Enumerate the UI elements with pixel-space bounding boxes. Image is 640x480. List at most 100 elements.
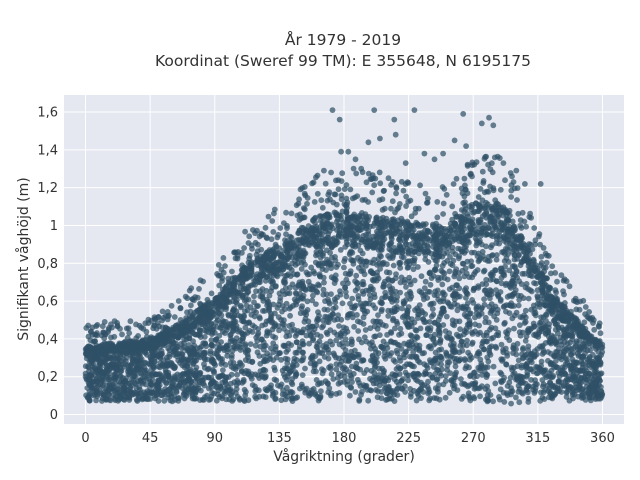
data-point (489, 252, 496, 258)
data-point (230, 323, 237, 330)
data-point (352, 287, 359, 294)
data-point (333, 354, 339, 361)
data-point (484, 364, 491, 370)
data-point (97, 359, 104, 366)
data-point (464, 258, 471, 265)
data-point (300, 326, 307, 333)
data-point (390, 388, 396, 394)
data-point (171, 365, 178, 371)
data-point (358, 358, 365, 364)
data-point (459, 248, 466, 255)
data-point (90, 392, 97, 399)
data-point (163, 380, 170, 387)
data-point (302, 365, 308, 372)
data-point (199, 321, 206, 328)
data-point (542, 340, 549, 346)
data-point (483, 276, 490, 283)
data-point (243, 292, 249, 298)
data-point (272, 310, 278, 317)
data-point (501, 303, 508, 309)
data-point (233, 386, 240, 392)
data-point (229, 337, 236, 344)
data-point (397, 279, 404, 286)
data-point (425, 390, 432, 397)
data-point (402, 369, 409, 376)
data-point (264, 350, 271, 357)
data-point (335, 312, 341, 319)
data-point (185, 375, 192, 382)
data-point (493, 256, 500, 263)
data-point (532, 264, 539, 271)
data-point (345, 312, 352, 318)
data-point (510, 224, 517, 230)
data-point (328, 291, 334, 297)
data-point (375, 388, 381, 394)
data-point (504, 352, 511, 359)
data-point (493, 345, 500, 351)
data-point (346, 216, 353, 223)
data-point (127, 384, 133, 391)
data-point (437, 338, 444, 344)
data-point (425, 288, 431, 295)
data-point (396, 261, 403, 267)
data-point (360, 314, 367, 321)
data-point (131, 367, 138, 373)
data-point (588, 364, 595, 371)
data-point (277, 294, 284, 301)
data-point (89, 386, 95, 392)
data-point (471, 374, 477, 380)
data-point (384, 345, 391, 351)
data-point (539, 394, 546, 401)
data-point (441, 275, 448, 281)
data-point (520, 346, 526, 353)
data-point (459, 381, 465, 387)
data-point (546, 321, 553, 327)
data-point (436, 332, 443, 339)
data-point (465, 213, 471, 220)
data-point (325, 350, 332, 356)
data-point (279, 391, 286, 398)
data-point (168, 359, 175, 366)
data-point (331, 280, 338, 286)
data-point (393, 288, 399, 295)
data-point (324, 234, 331, 241)
data-point (315, 309, 321, 315)
data-point (490, 271, 496, 278)
data-point (477, 216, 484, 223)
data-point (214, 324, 220, 330)
data-point (359, 250, 366, 257)
data-point (271, 376, 278, 383)
data-point (362, 327, 369, 333)
data-point (454, 387, 461, 393)
data-point (133, 385, 140, 392)
data-point (323, 267, 329, 273)
data-point (309, 323, 316, 330)
data-point (249, 329, 256, 335)
data-point (522, 337, 529, 344)
data-point (310, 292, 316, 299)
data-point (331, 296, 338, 303)
data-point (484, 201, 491, 208)
data-point (481, 211, 488, 218)
data-point (427, 395, 433, 402)
data-point (125, 362, 131, 369)
data-point (452, 289, 458, 295)
data-point (429, 360, 436, 366)
data-point (472, 321, 478, 328)
data-point (507, 228, 513, 235)
data-point (553, 306, 559, 313)
data-point (505, 327, 512, 334)
data-point (392, 372, 398, 378)
data-point (539, 281, 546, 288)
data-point (227, 391, 234, 398)
data-point (300, 229, 306, 235)
data-point (467, 356, 473, 363)
data-point (215, 353, 221, 359)
data-point (341, 264, 347, 271)
data-point (390, 357, 397, 363)
data-point (371, 276, 378, 283)
data-point (497, 386, 504, 393)
data-point (339, 365, 346, 372)
data-point (461, 331, 467, 338)
data-point (444, 359, 451, 365)
